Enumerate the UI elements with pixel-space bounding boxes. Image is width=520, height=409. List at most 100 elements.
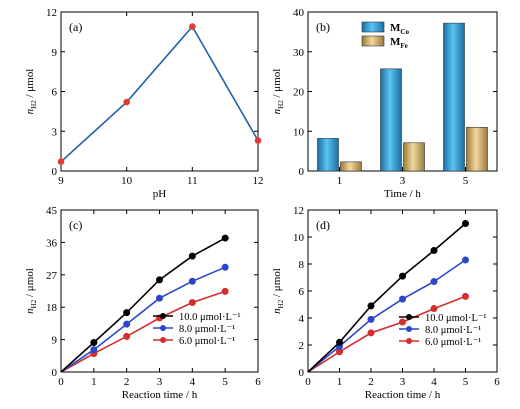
legend-label: 8.0 μmol·L⁻¹ (425, 325, 481, 336)
data-point (123, 320, 131, 328)
series-line (60, 290, 226, 373)
data-point (90, 346, 98, 354)
data-point (123, 309, 131, 317)
y-tick-label: 36 (46, 237, 58, 249)
x-tick-label: 3 (400, 175, 406, 187)
y-tick-label: 6 (299, 286, 305, 298)
bar (340, 161, 362, 172)
data-point (462, 256, 469, 264)
data-point (462, 220, 469, 227)
x-tick-label: 4 (431, 376, 437, 388)
data-point (188, 252, 196, 260)
data-point (189, 23, 196, 30)
y-axis-label: nH2 / μmol (271, 69, 285, 115)
series-line (60, 237, 226, 373)
x-tick-label: 2 (124, 376, 130, 388)
legend-marker (160, 337, 166, 343)
x-tick-label: 1 (337, 376, 343, 388)
bar (380, 68, 402, 172)
data-point (156, 276, 163, 284)
x-axis-label: Reaction time / h (122, 389, 198, 401)
x-tick-label: 4 (190, 376, 196, 388)
x-tick-label: 12 (253, 175, 264, 187)
y-tick-label: 40 (293, 7, 305, 19)
y-tick-label: 18 (46, 302, 58, 314)
x-tick-label: 5 (463, 376, 469, 388)
x-tick-label: 1 (337, 175, 343, 187)
data-point (430, 305, 438, 313)
x-tick-label: 3 (157, 376, 163, 388)
panel-d: 0 2 4 6 8 10 12 (d) Reaction time / h nH2 / μmol 0… (271, 205, 500, 401)
panel-label: (d) (316, 218, 330, 232)
data-point (367, 329, 375, 337)
y-tick-label: 0 (52, 166, 58, 178)
y-tick-label: 27 (46, 270, 58, 282)
y-tick-label: 9 (52, 47, 58, 59)
data-point (254, 137, 262, 144)
y-tick-label: 30 (293, 47, 305, 59)
x-tick-label: 6 (255, 376, 261, 388)
x-tick-label: 5 (463, 175, 469, 187)
data-point (462, 292, 469, 300)
x-tick-label: 0 (58, 376, 64, 388)
data-point (399, 295, 406, 303)
y-tick-label: 10 (293, 126, 305, 138)
y-tick-label: 10 (293, 232, 305, 244)
x-tick-label: 3 (400, 376, 406, 388)
legend-label: MCo (390, 22, 409, 36)
data-point (188, 277, 196, 285)
y-axis-label: nH2 / μmol (24, 69, 38, 115)
plot-frame (60, 11, 259, 172)
bar (317, 138, 339, 172)
series-line (307, 222, 467, 373)
x-axis-label: Reaction time / h (365, 389, 441, 401)
x-tick-label: 11 (187, 175, 198, 187)
legend-swatch (361, 21, 385, 33)
data-point (188, 299, 196, 307)
data-point (399, 272, 406, 280)
y-tick-label: 45 (46, 205, 58, 217)
legend-label: 8.0 μmol·L⁻¹ (179, 324, 235, 335)
legend-swatch (361, 35, 385, 47)
y-tick-label: 8 (299, 259, 305, 271)
legend-marker (406, 314, 412, 320)
data-point (221, 263, 229, 271)
x-axis-label: Time / h (384, 188, 421, 200)
data-point (90, 338, 98, 346)
legend-label: MFe (390, 36, 408, 50)
x-tick-label: 6 (494, 376, 500, 388)
series-line (60, 266, 226, 373)
series-line (307, 295, 466, 373)
x-tick-label: 10 (121, 175, 133, 187)
y-tick-label: 4 (299, 313, 305, 325)
series-line (60, 25, 259, 163)
legend-label: 6.0 μmol·L⁻¹ (425, 337, 481, 348)
x-tick-label: 0 (305, 376, 311, 388)
y-tick-label: 20 (293, 87, 305, 99)
y-axis-label: nH2 / μmol (271, 268, 285, 314)
panel-label: (b) (316, 20, 330, 34)
data-point (430, 247, 438, 254)
y-tick-label: 0 (299, 367, 305, 379)
data-point (221, 234, 229, 242)
x-tick-label: 5 (222, 376, 228, 388)
bar (403, 142, 425, 172)
series-line (307, 259, 466, 373)
y-tick-label: 0 (299, 166, 305, 178)
data-point (57, 158, 65, 166)
x-tick-label: 1 (91, 376, 97, 388)
y-tick-label: 9 (52, 335, 58, 347)
y-tick-label: 12 (293, 205, 304, 217)
legend-marker (160, 325, 166, 331)
x-tick-label: 2 (368, 376, 374, 388)
data-point (123, 98, 130, 106)
x-axis-label: pH (153, 188, 167, 200)
data-point (399, 318, 406, 326)
y-tick-label: 12 (46, 7, 57, 19)
data-point (123, 332, 131, 340)
legend-marker (406, 326, 412, 332)
panel-a: 0 3 6 9 12 (a) pH nH2 / μmol 9 10 11 12 (24, 7, 264, 200)
legend-marker (406, 338, 412, 344)
